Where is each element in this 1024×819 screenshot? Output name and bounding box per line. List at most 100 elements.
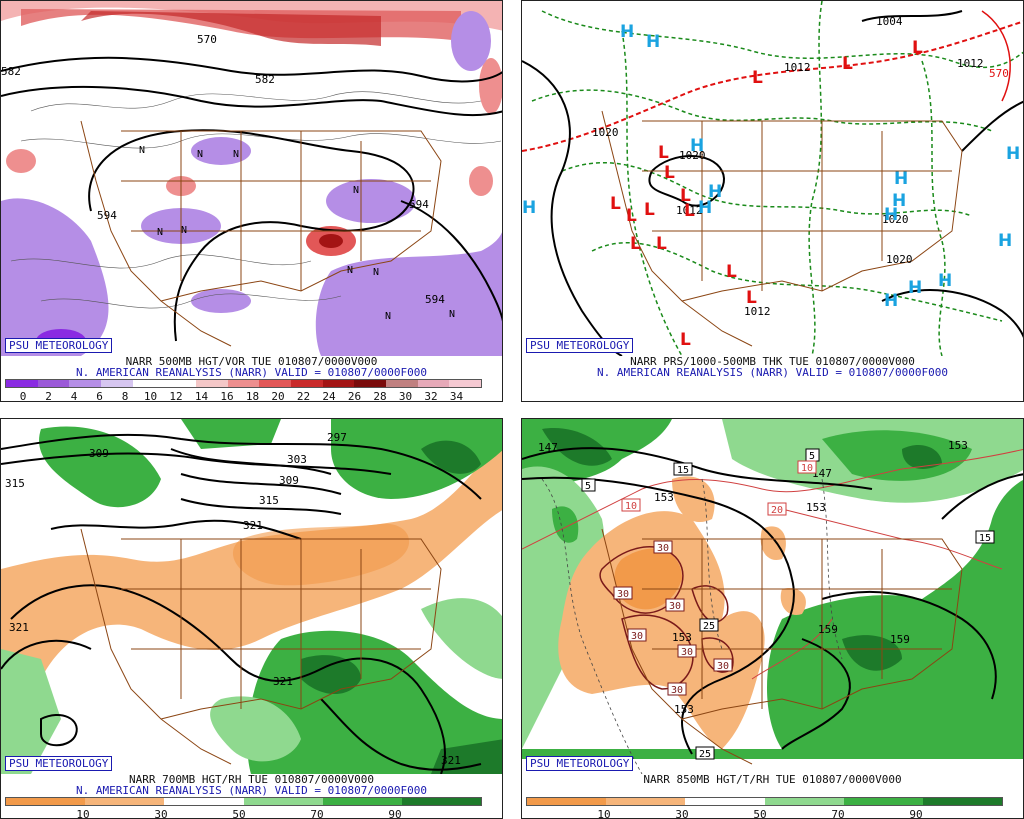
colorbar-swatch bbox=[322, 380, 355, 387]
colorbar-swatch bbox=[843, 798, 923, 805]
temp-box: 30 bbox=[667, 682, 687, 696]
temp-box-label: 10 bbox=[801, 463, 813, 474]
vorticity-center-label: N bbox=[353, 185, 359, 196]
temp-box: 30 bbox=[653, 540, 673, 554]
low-center-icon: L bbox=[644, 200, 655, 220]
contour-label: 570 bbox=[197, 33, 217, 46]
contour-label: 297 bbox=[327, 431, 347, 444]
high-center-icon: H bbox=[690, 136, 704, 156]
colorbar-swatch bbox=[259, 380, 292, 387]
colorbar-label: 50 bbox=[753, 808, 767, 819]
colorbar-label: 4 bbox=[70, 390, 78, 402]
vorticity-map: 570 582 582 594 594 594 N N N N N N N N … bbox=[1, 1, 502, 356]
colorbar-label: 24 bbox=[322, 390, 336, 402]
contour-label: 147 bbox=[538, 441, 558, 454]
colorbar-label: 10 bbox=[597, 808, 611, 819]
contour-label: 321 bbox=[441, 754, 461, 767]
temp-box: 30 bbox=[665, 598, 685, 612]
temp-box: 30 bbox=[613, 586, 633, 600]
temp-box: 30 bbox=[713, 658, 733, 672]
contour-label: 594 bbox=[97, 209, 117, 222]
colorbar-label: 20 bbox=[271, 390, 285, 402]
temp-box-label: 15 bbox=[677, 465, 689, 476]
contour-label: 582 bbox=[255, 73, 275, 86]
colorbar-swatch bbox=[37, 380, 70, 387]
high-centers: H H H H H H H H H H H H H H bbox=[522, 22, 1020, 311]
isobar-label: 1012 bbox=[957, 57, 984, 70]
vorticity-center-label: N bbox=[347, 265, 353, 276]
panel-pressure-thickness: 1004 1012 1020 1020 1012 1012 1020 1012 … bbox=[521, 0, 1024, 402]
contour-label: 309 bbox=[89, 447, 109, 460]
high-center-icon: H bbox=[892, 191, 906, 211]
boxed-temperature-labels: 5 15 10 5 10 20 15 30 30 30 25 30 30 30 … bbox=[581, 448, 995, 760]
contour-labels: 147 153 147 153 159 159 153 153 153 bbox=[538, 439, 968, 716]
high-center-icon: H bbox=[522, 198, 536, 218]
isobar-label: 1012 bbox=[744, 305, 771, 318]
temp-box: 25 bbox=[699, 618, 719, 632]
contour-labels: 309 297 303 309 315 321 315 321 321 321 bbox=[5, 431, 461, 767]
low-center-icon: L bbox=[630, 234, 641, 254]
colorbar-label: 32 bbox=[424, 390, 438, 402]
colorbar-swatch bbox=[6, 380, 38, 387]
temp-box-label: 20 bbox=[771, 505, 783, 516]
vorticity-center-label: N bbox=[373, 267, 379, 278]
low-center-icon: L bbox=[664, 163, 675, 183]
temp-box-label: 30 bbox=[671, 685, 683, 696]
colorbar-label: 22 bbox=[296, 390, 311, 402]
isobar-labels: 1004 1012 1020 1020 1012 1012 1020 1012 … bbox=[592, 15, 1009, 318]
colorbar-label: 18 bbox=[245, 390, 260, 402]
panel-subtitle: N. AMERICAN REANALYSIS (NARR) VALID = 01… bbox=[597, 366, 948, 379]
colorbar-swatch bbox=[85, 798, 165, 805]
low-center-icon: L bbox=[684, 201, 695, 221]
contour-label: 159 bbox=[890, 633, 910, 646]
temp-box-label: 30 bbox=[631, 631, 643, 642]
colorbar-swatch bbox=[101, 380, 133, 387]
colorbar-swatch bbox=[606, 798, 686, 805]
high-center-icon: H bbox=[1006, 144, 1020, 164]
isobar-label: 1012 bbox=[784, 61, 811, 74]
panel-850mb-rh: 147 153 147 153 159 159 153 153 153 5 15… bbox=[521, 418, 1024, 819]
low-centers: L L L L L L L L L L L L L L L bbox=[610, 38, 923, 350]
colorbar-label: 70 bbox=[831, 808, 845, 819]
high-center-icon: H bbox=[938, 271, 952, 291]
temp-box-label: 5 bbox=[585, 481, 591, 492]
colorbar-swatch bbox=[449, 380, 482, 387]
colorbar-label: 28 bbox=[373, 390, 387, 402]
isobar-label: 1020 bbox=[882, 213, 909, 226]
temp-box: 30 bbox=[677, 644, 697, 658]
colorbar-label: 16 bbox=[220, 390, 234, 402]
colorbar-label: 50 bbox=[232, 808, 246, 819]
contour-label: 153 bbox=[948, 439, 968, 452]
low-center-icon: L bbox=[656, 234, 667, 254]
contour-label: 321 bbox=[9, 621, 29, 634]
temp-box: 10 bbox=[621, 498, 641, 512]
low-center-icon: L bbox=[726, 262, 737, 282]
colorbar-label: 12 bbox=[169, 390, 183, 402]
low-center-icon: L bbox=[610, 194, 621, 214]
vorticity-center-label: N bbox=[197, 149, 203, 160]
low-center-icon: L bbox=[680, 186, 691, 206]
low-center-icon: L bbox=[752, 68, 763, 88]
colorbar bbox=[5, 797, 482, 806]
isobar-label: 1004 bbox=[876, 15, 903, 28]
colorbar-swatch bbox=[164, 798, 244, 805]
isobar-label: 1020 bbox=[592, 126, 619, 139]
colorbar-swatch bbox=[401, 798, 482, 805]
high-center-icon: H bbox=[998, 231, 1012, 251]
temp-box-label: 25 bbox=[703, 621, 715, 632]
colorbar-label: 90 bbox=[388, 808, 402, 819]
colorbar-swatch bbox=[764, 798, 844, 805]
colorbar-labels: 10 30 50 70 90 bbox=[522, 808, 1023, 819]
colorbar-swatch bbox=[922, 798, 1003, 805]
colorbar bbox=[5, 379, 482, 388]
colorbar-label: 30 bbox=[154, 808, 168, 819]
panel-title: NARR 700MB HGT/RH TUE 010807/0000V000 bbox=[128, 773, 375, 786]
contour-label: 321 bbox=[273, 675, 293, 688]
vorticity-center-label: N bbox=[233, 149, 239, 160]
temp-box-label: 15 bbox=[979, 533, 991, 544]
colorbar-label: 2 bbox=[45, 390, 52, 402]
temp-box: 5 bbox=[581, 478, 596, 492]
contour-label: 153 bbox=[672, 631, 692, 644]
contour-label: 321 bbox=[243, 519, 263, 532]
low-center-icon: L bbox=[680, 330, 691, 350]
